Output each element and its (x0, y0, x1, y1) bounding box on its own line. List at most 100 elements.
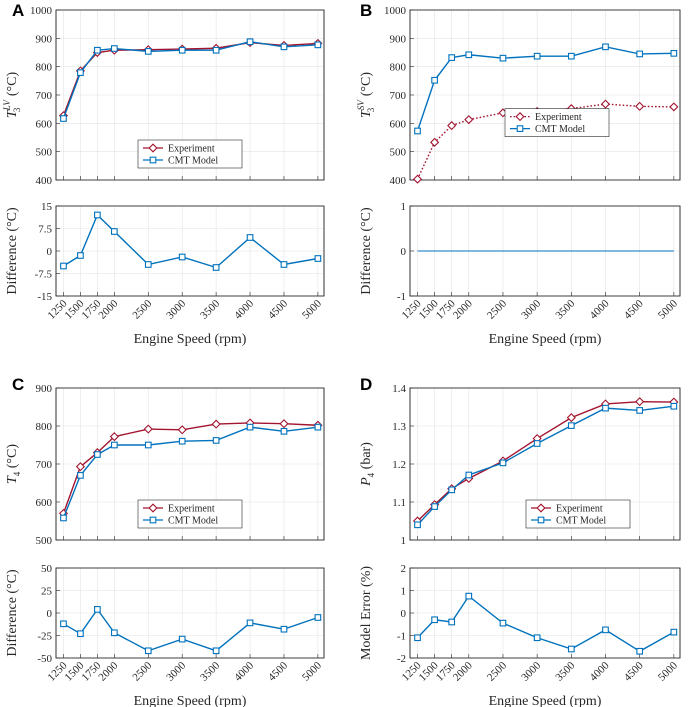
panel-A-xtick-label: 2500 (130, 297, 154, 321)
panel-A-legend-label: Experiment (168, 144, 215, 155)
panel-D-xtick-label: 3500 (553, 659, 577, 683)
panel-A-sub-ylabel: Difference (°C) (5, 207, 20, 295)
panel-C-xtick-label: 5000 (300, 659, 324, 683)
panel-C-legend-marker (149, 516, 157, 524)
panel-D-sub-point (567, 645, 575, 653)
panel-A-main-point (77, 69, 84, 76)
panel-A-main-point (178, 46, 186, 54)
panel-B-main-point (499, 54, 507, 62)
panel-C-main-point (246, 423, 254, 431)
panel-B-main-ytick-label: 900 (390, 33, 407, 45)
panel-D-sub-point (670, 628, 678, 636)
panel-B-main-point (635, 101, 645, 111)
panel-D-main-point (636, 407, 644, 414)
panel-A-legend-marker (149, 156, 157, 164)
panel-C-main-point (109, 432, 119, 442)
panel-D-main-point (533, 440, 541, 447)
panel-D-main-ytick-label: 1.2 (392, 459, 406, 471)
panel-D-main-ytick-label: 1.3 (392, 421, 406, 433)
panel-C-sub-point (246, 619, 254, 627)
panel-C-main-ytick-label: 900 (36, 383, 53, 395)
panel-B-main-point (431, 76, 438, 84)
panel-B-main-point (447, 121, 457, 131)
panel-D-sub-ytick-label: 1 (401, 586, 407, 598)
panel-A-ylabel-unit: (°C) (5, 72, 20, 100)
panel-C-sub-point (280, 625, 288, 633)
panel-B-main-point (533, 52, 541, 60)
panel-A-sub-ytick-label: 0 (47, 246, 53, 258)
panel-D-label: D (360, 375, 372, 394)
panel-D-main-point (635, 397, 645, 407)
panel-D-main-ytick-label: 1.4 (392, 383, 406, 395)
panel-C-main-point (280, 427, 288, 435)
panel-C-main-point (144, 441, 152, 449)
panel-B-legend-marker (515, 112, 525, 122)
panel-D-sub-point (448, 618, 456, 626)
panel-D-xtick-label: 2500 (485, 659, 509, 683)
panel-B-main-ytick-label: 500 (390, 147, 407, 159)
panel-D-main-point (431, 503, 438, 510)
panel-C-sub-point (77, 630, 84, 638)
panel-A-ylabel-symbol: T (5, 109, 20, 118)
panel-A-main-point (314, 41, 322, 49)
panel-B-main-ytick-label: 700 (390, 90, 407, 102)
panel-B-legend-label: Experiment (535, 112, 582, 123)
panel-A-main-point (280, 43, 288, 51)
panel-C-xtick-label: 2000 (96, 659, 120, 683)
panel-B-sub-ylabel: Difference (°C) (359, 207, 374, 295)
panel-C-xtick-label: 3500 (198, 659, 222, 683)
panel-A-main-ytick-label: 600 (36, 118, 53, 130)
panel-C-main-point (77, 472, 84, 479)
panel-B-legend-label: CMT Model (535, 124, 585, 135)
panel-B-main-ytick-label: 400 (390, 175, 407, 187)
panel-D-ylabel-unit: (bar) (359, 442, 374, 473)
panel-C-main-point (314, 423, 322, 431)
panel-A-sub-point (212, 264, 220, 271)
panel-C-main-point (143, 424, 153, 434)
panel-D-main-point (499, 459, 507, 467)
panel-D-main-point (670, 402, 678, 410)
panel-D-main-point (566, 413, 576, 423)
panel-D-sub-point (533, 634, 541, 642)
panel-A-sub-point (110, 228, 118, 235)
panel-A-xtick-label: 3500 (198, 297, 222, 321)
panel-A-sub-point (280, 261, 288, 268)
panel-B-ylabel: TSV3 (°C) (356, 72, 376, 118)
panel-B-xtick-label: 5000 (656, 297, 680, 321)
panel-C-main-point (178, 437, 186, 445)
panel-C-main-point (110, 441, 118, 449)
panel-C-xtick-label: 2500 (130, 659, 154, 683)
panel-D-xtick-label: 5000 (656, 659, 680, 683)
panel-D-main-point (567, 422, 575, 429)
panel-D-xtick-label: 4500 (622, 659, 646, 683)
panel-D-ylabel: P4 (bar) (359, 442, 376, 487)
panel-D-main-ytick-label: 1 (401, 535, 407, 547)
panel-A-label: A (12, 1, 24, 20)
panel-D-sub-ytick-label: 2 (401, 563, 407, 575)
panel-B-main-point (600, 99, 611, 109)
panel-B-xtick-label: 3500 (553, 297, 577, 321)
panel-C-main-point (212, 437, 220, 444)
panel-B-ylabel-symbol: T (359, 109, 374, 118)
panel-D-legend-label: CMT Model (556, 516, 606, 527)
panel-A-xtick-label: 5000 (300, 297, 324, 321)
panel-B-main-ytick-label: 600 (390, 118, 407, 130)
panel-B-main-point (448, 54, 456, 61)
panel-B-main-point (670, 49, 678, 57)
panel-C-label: C (12, 375, 24, 394)
panel-D-main-point (414, 521, 421, 529)
panel-B-ylabel-sup: SV (356, 99, 366, 111)
panel-A-ylabel: TLV3 (°C) (2, 72, 22, 119)
panel-A-sub-point (178, 253, 186, 261)
panel-C-main-ytick-label: 500 (36, 535, 53, 547)
panel-B-main-point (464, 115, 474, 125)
panel-A-sub-ytick-label: -7.5 (35, 269, 53, 281)
panel-A-sub-point (77, 252, 84, 259)
panel-D-main-series-line-0 (417, 400, 674, 522)
panel-C-main-point (94, 451, 101, 458)
